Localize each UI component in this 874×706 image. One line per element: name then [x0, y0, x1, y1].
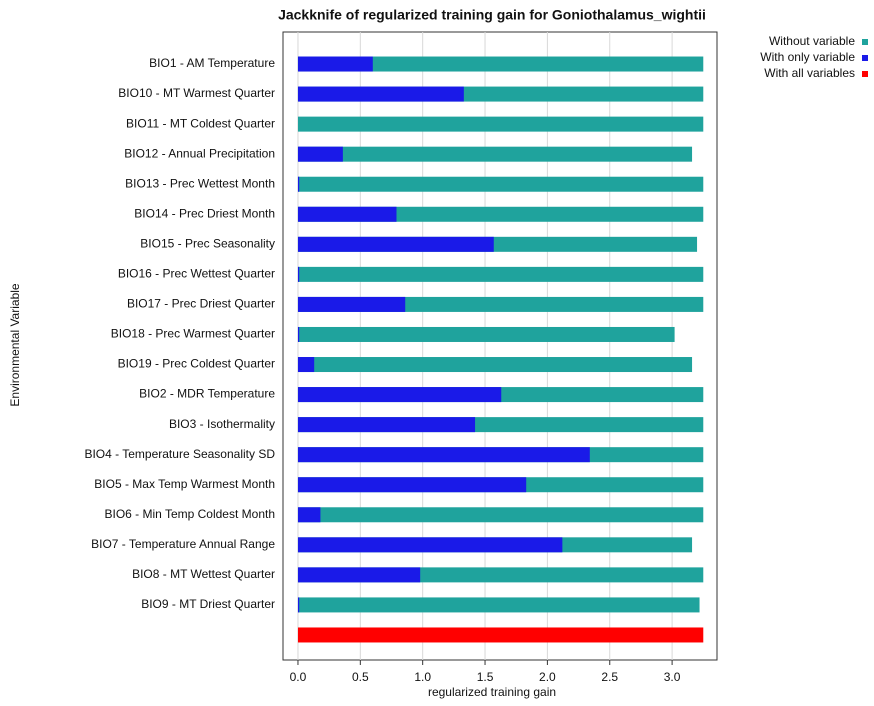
- bar: [297, 417, 476, 433]
- chart-title: Jackknife of regularized training gain f…: [278, 7, 706, 23]
- y-tick-label: BIO4 - Temperature Seasonality SD: [84, 447, 275, 461]
- bar: [297, 116, 704, 132]
- bar: [297, 627, 704, 643]
- y-tick-label: BIO11 - MT Coldest Quarter: [126, 116, 275, 130]
- y-tick-label: BIO5 - Max Temp Warmest Month: [94, 477, 275, 491]
- bar: [297, 236, 494, 252]
- y-tick-label: BIO19 - Prec Coldest Quarter: [118, 357, 275, 371]
- y-tick-label: BIO16 - Prec Wettest Quarter: [118, 267, 275, 281]
- x-tick-label: 0.5: [352, 670, 369, 684]
- y-tick-label: BIO18 - Prec Warmest Quarter: [111, 327, 275, 341]
- legend-swatch: [862, 39, 868, 45]
- x-tick-label: 3.0: [664, 670, 681, 684]
- bar: [297, 56, 704, 72]
- bar: [297, 266, 300, 282]
- y-tick-label: BIO12 - Annual Precipitation: [124, 146, 275, 160]
- bar: [297, 296, 406, 312]
- legend-swatch: [862, 55, 868, 61]
- bar: [297, 447, 590, 463]
- bar: [297, 387, 502, 403]
- plot-frame: [282, 31, 718, 661]
- y-tick-label: BIO1 - AM Temperature: [149, 56, 275, 70]
- y-tick-label: BIO13 - Prec Wettest Month: [125, 176, 275, 190]
- y-tick-label: BIO17 - Prec Driest Quarter: [127, 297, 275, 311]
- bar: [297, 597, 700, 613]
- bar: [297, 176, 704, 192]
- bar: [297, 146, 693, 162]
- bar: [297, 507, 704, 523]
- x-axis-label: regularized training gain: [428, 685, 556, 699]
- bar: [297, 86, 464, 102]
- legend-swatch: [862, 71, 868, 77]
- bar: [297, 357, 315, 373]
- y-tick-label: BIO2 - MDR Temperature: [139, 387, 275, 401]
- y-tick-label: BIO15 - Prec Seasonality: [140, 236, 275, 250]
- y-tick-label: BIO6 - Min Temp Coldest Month: [104, 507, 275, 521]
- bar: [297, 537, 563, 553]
- y-tick-label: BIO9 - MT Driest Quarter: [141, 597, 275, 611]
- legend-label: With all variables: [764, 66, 855, 80]
- x-tick-label: 0.0: [290, 670, 307, 684]
- bar: [297, 206, 397, 222]
- x-tick-label: 1.0: [414, 670, 431, 684]
- y-tick-label: BIO8 - MT Wettest Quarter: [132, 567, 275, 581]
- bar: [297, 206, 704, 222]
- bar: [297, 597, 300, 613]
- y-axis-label: Environmental Variable: [8, 283, 22, 407]
- bar: [297, 507, 321, 523]
- legend-label: Without variable: [769, 34, 855, 48]
- bar: [297, 326, 675, 342]
- y-tick-label: BIO3 - Isothermality: [169, 417, 275, 431]
- x-tick-label: 1.5: [477, 670, 494, 684]
- bar: [297, 567, 421, 583]
- bar: [297, 56, 373, 72]
- legend-label: With only variable: [760, 50, 855, 64]
- bar: [297, 477, 527, 493]
- x-tick-label: 2.5: [601, 670, 618, 684]
- bar: [297, 266, 704, 282]
- y-tick-label: BIO7 - Temperature Annual Range: [91, 537, 275, 551]
- y-tick-label: BIO14 - Prec Driest Month: [134, 206, 275, 220]
- y-tick-label: BIO10 - MT Warmest Quarter: [118, 86, 275, 100]
- bar: [297, 146, 343, 162]
- bar: [297, 326, 300, 342]
- x-tick-label: 2.0: [539, 670, 556, 684]
- bar: [297, 357, 693, 373]
- bar: [297, 176, 300, 192]
